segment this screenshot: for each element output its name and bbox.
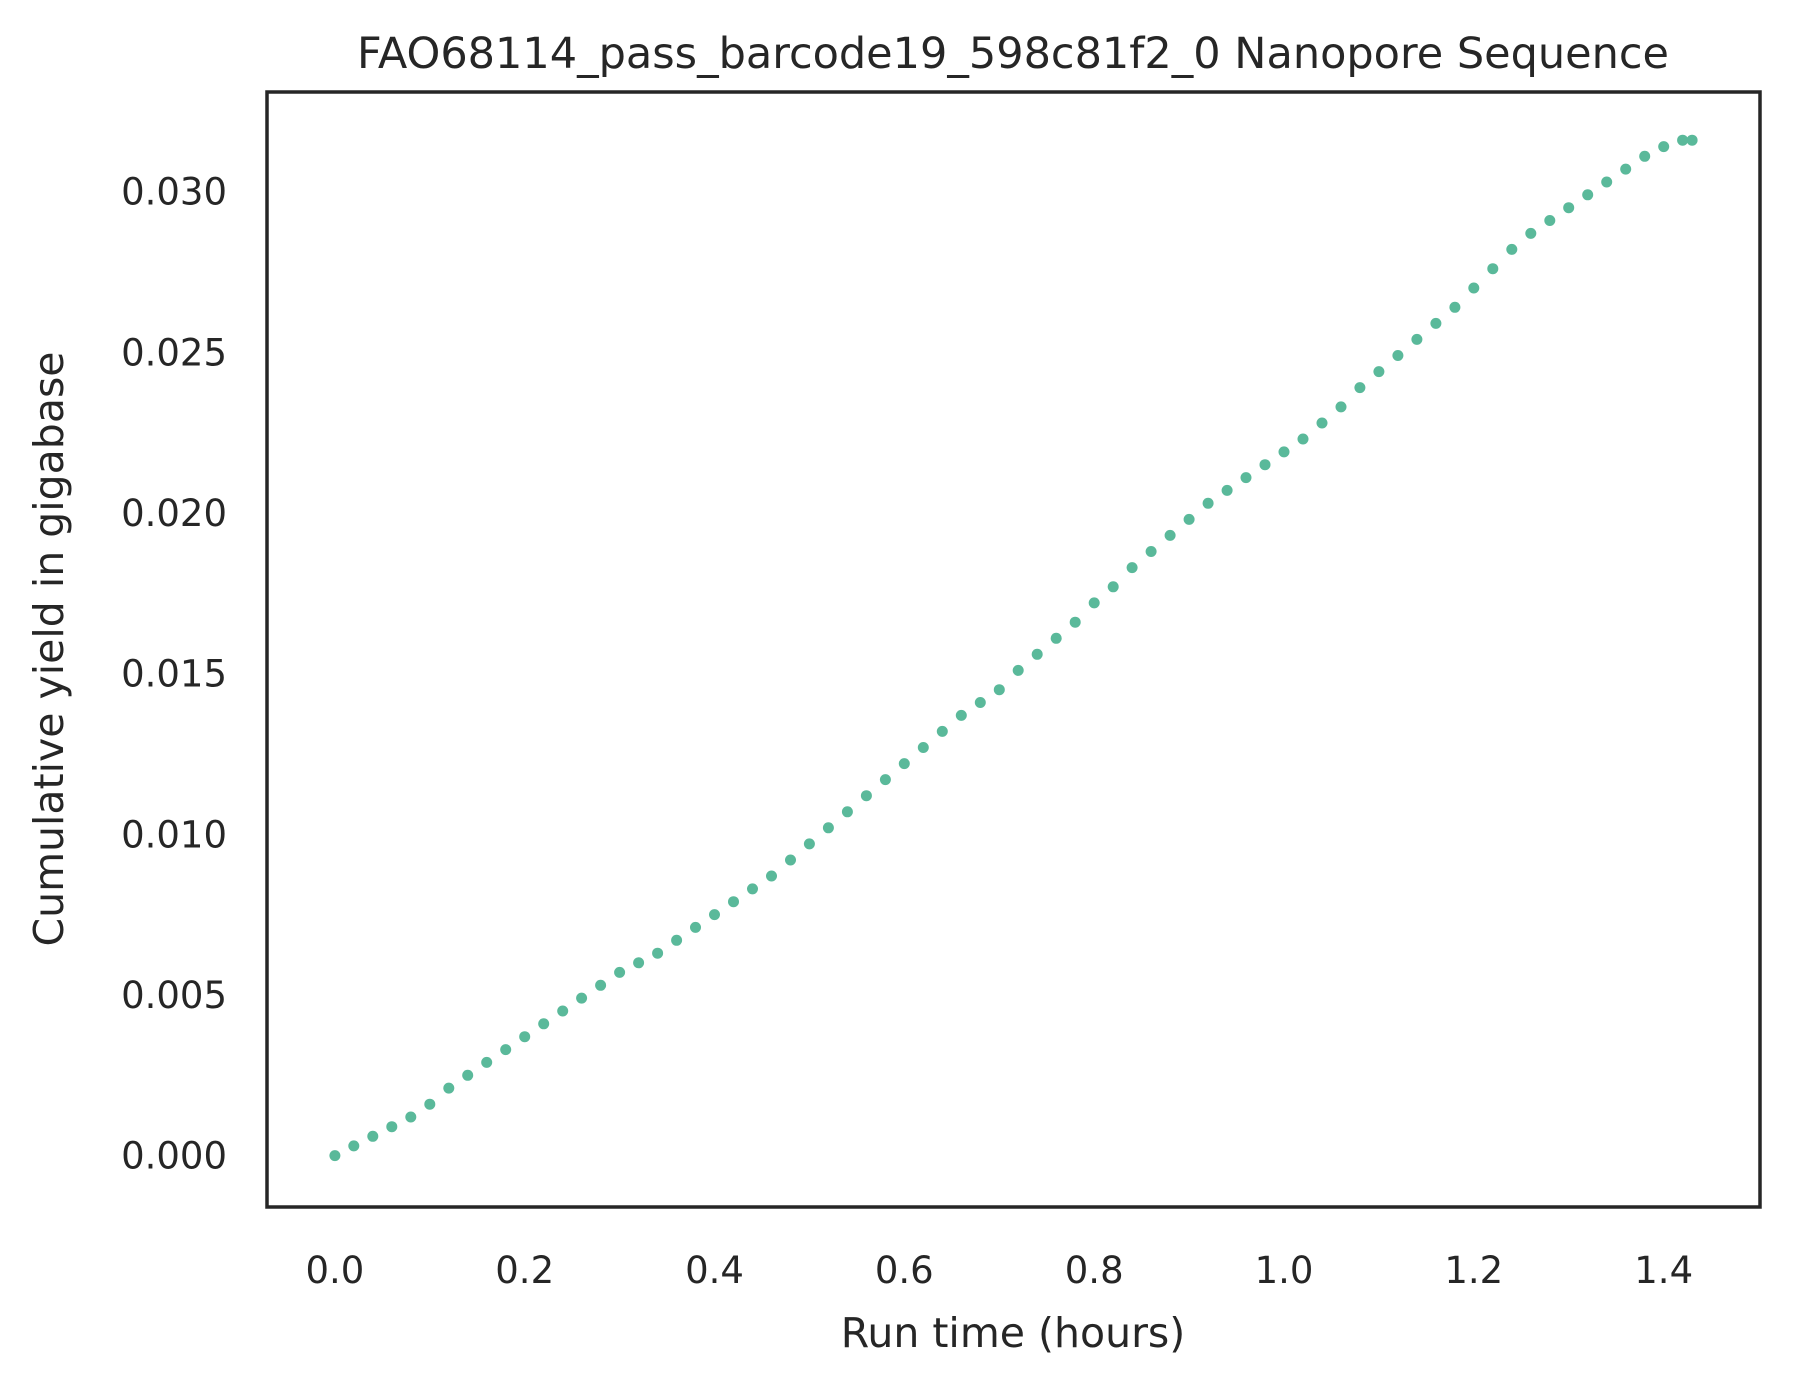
data-point bbox=[633, 957, 645, 969]
data-point bbox=[879, 774, 891, 786]
data-point bbox=[1164, 529, 1176, 541]
data-point bbox=[1658, 141, 1670, 153]
data-point bbox=[1316, 417, 1328, 429]
data-point bbox=[1544, 215, 1556, 226]
data-point bbox=[538, 1018, 550, 1030]
data-point bbox=[405, 1111, 417, 1123]
y-axis-ticks: 0.000 0.005 0.010 0.015 0.020 0.025 0.030 bbox=[121, 171, 227, 1178]
data-point bbox=[595, 979, 607, 991]
data-point bbox=[1582, 189, 1594, 201]
x-tick-label: 0.4 bbox=[685, 1249, 744, 1292]
data-point bbox=[1487, 263, 1499, 275]
data-point bbox=[917, 742, 929, 753]
data-point bbox=[1601, 176, 1613, 188]
data-point bbox=[1411, 333, 1423, 345]
data-point bbox=[766, 870, 777, 882]
data-point bbox=[1012, 664, 1024, 676]
data-point bbox=[1392, 350, 1404, 361]
data-point bbox=[728, 896, 739, 908]
data-point bbox=[1468, 282, 1480, 294]
data-point bbox=[1107, 581, 1119, 593]
data-point bbox=[1639, 150, 1651, 162]
data-point bbox=[1202, 497, 1214, 509]
data-point bbox=[348, 1140, 360, 1152]
data-point bbox=[1088, 597, 1100, 609]
x-tick-label: 1.2 bbox=[1444, 1249, 1503, 1292]
x-tick-label: 0.2 bbox=[495, 1249, 554, 1292]
y-tick-label: 0.000 bbox=[121, 1135, 227, 1178]
data-point bbox=[841, 806, 853, 818]
y-tick-label: 0.020 bbox=[121, 492, 227, 535]
data-point bbox=[367, 1130, 379, 1142]
data-point bbox=[1126, 562, 1138, 574]
x-tick-label: 0.8 bbox=[1065, 1249, 1124, 1292]
data-point bbox=[974, 697, 986, 708]
data-point bbox=[785, 854, 796, 866]
y-tick-label: 0.010 bbox=[121, 813, 227, 856]
data-point bbox=[652, 947, 664, 959]
data-point bbox=[1183, 513, 1195, 525]
data-point bbox=[1449, 301, 1461, 313]
data-point bbox=[462, 1069, 474, 1081]
y-tick-label: 0.005 bbox=[121, 974, 227, 1017]
data-point bbox=[1050, 632, 1062, 644]
data-point bbox=[1031, 648, 1043, 660]
data-point bbox=[519, 1031, 531, 1043]
data-point bbox=[481, 1056, 493, 1068]
data-point bbox=[1373, 366, 1385, 378]
data-point bbox=[671, 934, 683, 946]
x-axis-ticks: 0.0 0.2 0.4 0.6 0.8 1.0 1.2 1.4 bbox=[305, 1249, 1693, 1292]
data-point bbox=[1069, 616, 1081, 628]
data-point bbox=[822, 822, 834, 834]
data-point bbox=[690, 921, 701, 933]
data-points bbox=[329, 134, 1698, 1162]
x-axis-label: Run time (hours) bbox=[841, 1309, 1186, 1357]
data-point bbox=[1686, 134, 1698, 146]
data-point bbox=[424, 1098, 436, 1110]
plot-frame bbox=[265, 90, 1762, 1209]
data-point bbox=[329, 1150, 341, 1162]
data-point bbox=[1525, 227, 1537, 239]
data-point bbox=[709, 909, 720, 921]
data-point bbox=[500, 1044, 512, 1056]
data-point bbox=[1677, 134, 1689, 146]
data-point bbox=[386, 1121, 398, 1133]
data-point bbox=[614, 966, 626, 978]
data-point bbox=[443, 1082, 455, 1094]
data-point bbox=[576, 992, 588, 1004]
data-point bbox=[1335, 401, 1347, 413]
chart-title: FAO68114_pass_barcode19_598c81f2_0 Nanop… bbox=[357, 29, 1669, 79]
x-tick-label: 0.6 bbox=[875, 1249, 934, 1292]
data-point bbox=[1297, 433, 1309, 445]
data-point bbox=[1145, 546, 1157, 557]
x-tick-label: 1.0 bbox=[1255, 1249, 1314, 1292]
data-point bbox=[1240, 472, 1252, 484]
y-tick-label: 0.025 bbox=[121, 331, 227, 374]
data-point bbox=[1278, 446, 1290, 458]
data-point bbox=[1259, 459, 1271, 471]
data-point bbox=[936, 725, 948, 737]
data-point bbox=[1563, 202, 1575, 214]
data-point bbox=[1430, 317, 1442, 329]
data-point bbox=[1354, 382, 1366, 394]
data-point bbox=[1506, 243, 1518, 255]
x-tick-label: 0.0 bbox=[305, 1249, 364, 1292]
data-point bbox=[860, 790, 872, 802]
data-point bbox=[803, 838, 815, 850]
data-point bbox=[1620, 163, 1632, 175]
data-point bbox=[747, 883, 758, 895]
x-tick-label: 1.4 bbox=[1634, 1249, 1693, 1292]
data-point bbox=[993, 684, 1005, 696]
data-point bbox=[955, 709, 967, 721]
y-axis-label: Cumulative yield in gigabase bbox=[25, 351, 73, 946]
y-tick-label: 0.015 bbox=[121, 653, 227, 696]
y-tick-label: 0.030 bbox=[121, 171, 227, 214]
data-point bbox=[898, 758, 910, 770]
data-point bbox=[1221, 484, 1233, 496]
data-point bbox=[557, 1005, 569, 1017]
